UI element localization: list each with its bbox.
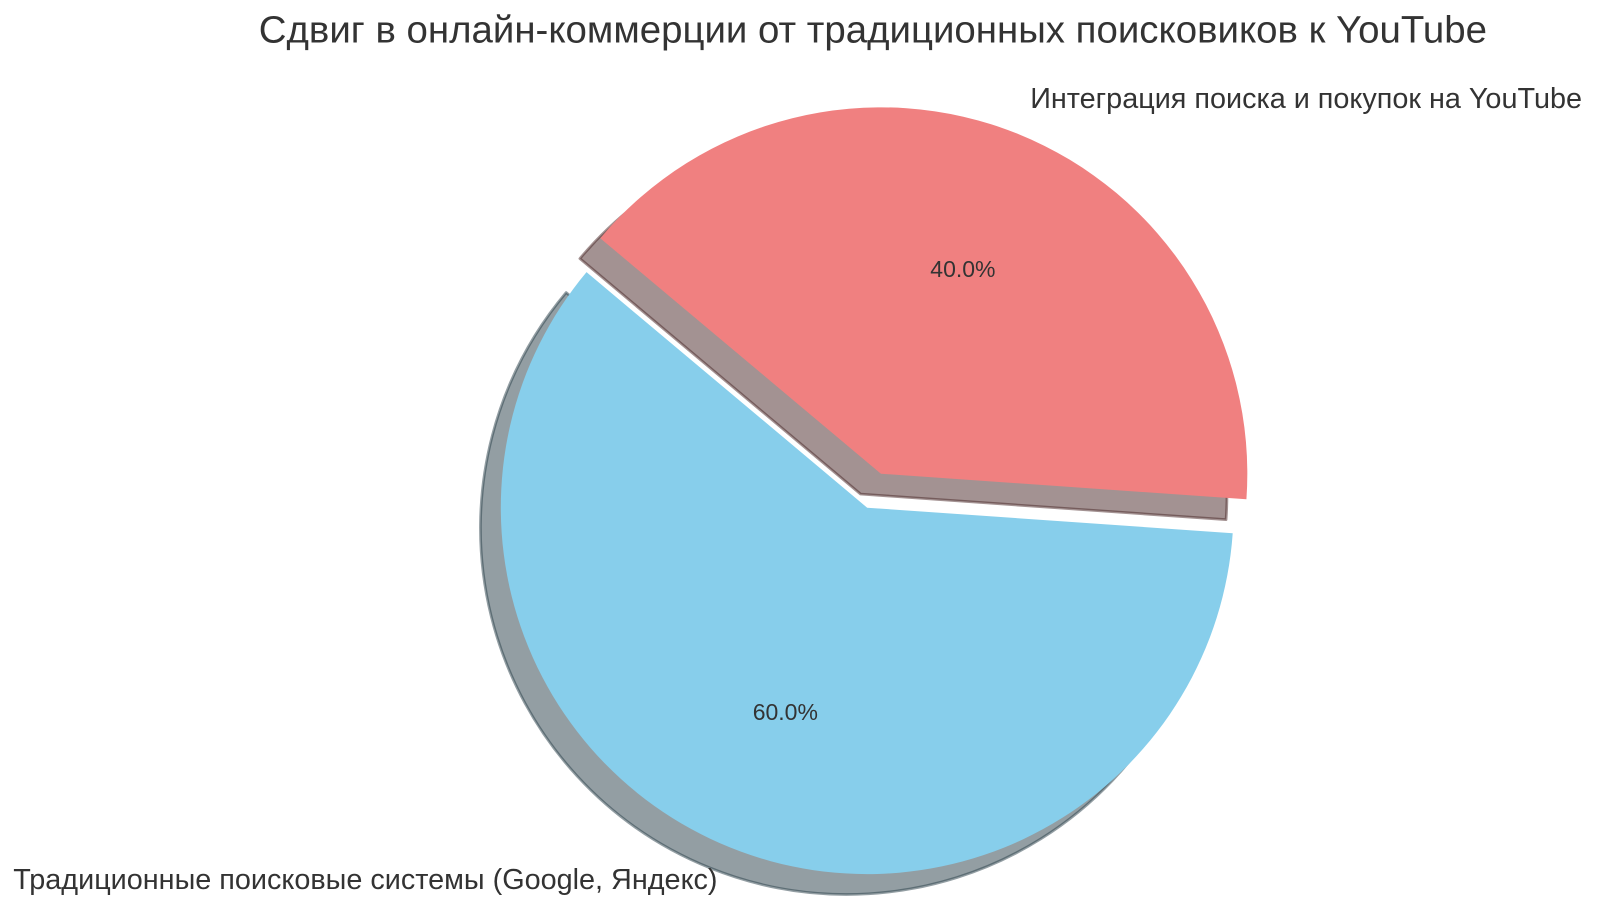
svg-text:40.0%: 40.0% [930,256,995,282]
svg-text:Сдвиг в онлайн-коммерции от тр: Сдвиг в онлайн-коммерции от традиционных… [259,8,1487,51]
svg-text:60.0%: 60.0% [753,699,818,725]
svg-text:Интеграция поиска и покупок на: Интеграция поиска и покупок на YouTube [1030,83,1582,115]
svg-text:Традиционные поисковые системы: Традиционные поисковые системы (Google, … [13,864,717,896]
